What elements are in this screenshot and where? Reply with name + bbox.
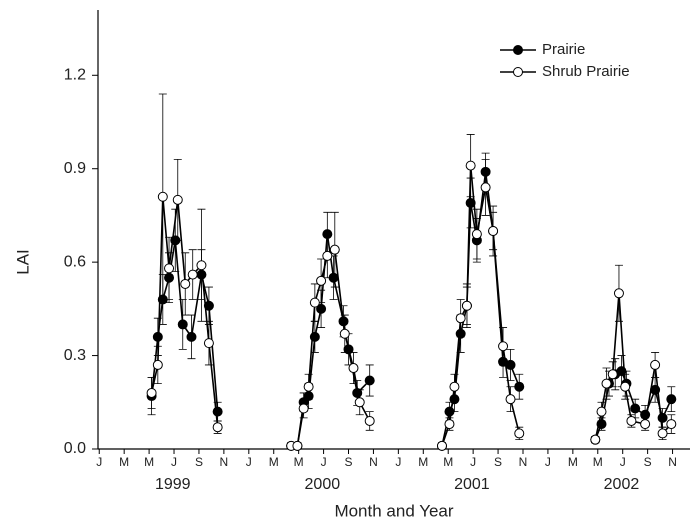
marker: [601, 378, 612, 389]
marker: [505, 359, 516, 370]
marker: [152, 359, 163, 370]
year-label: 2001: [454, 476, 490, 493]
legend-label: Shrub Prairie: [542, 63, 630, 80]
marker: [364, 375, 375, 386]
marker: [514, 428, 525, 439]
legend-marker: [513, 45, 523, 55]
marker: [177, 319, 188, 330]
marker: [329, 244, 340, 255]
marker: [626, 415, 637, 426]
year-label: 2002: [604, 476, 640, 493]
marker: [449, 381, 460, 392]
marker: [630, 403, 641, 414]
marker: [514, 381, 525, 392]
marker: [613, 288, 624, 299]
marker: [444, 406, 455, 417]
x-tick-label: J: [470, 455, 476, 469]
marker: [172, 194, 183, 205]
marker: [607, 369, 618, 380]
marker: [465, 197, 476, 208]
x-tick-label: J: [395, 455, 401, 469]
marker: [480, 182, 491, 193]
marker: [164, 263, 175, 274]
x-tick-label: J: [620, 455, 626, 469]
marker: [650, 359, 661, 370]
x-tick-label: N: [220, 455, 229, 469]
marker: [444, 419, 455, 430]
marker: [465, 160, 476, 171]
marker: [666, 419, 677, 430]
x-tick-label: M: [144, 455, 154, 469]
marker: [180, 278, 191, 289]
marker: [436, 440, 447, 451]
marker: [196, 260, 207, 271]
x-tick-label: M: [418, 455, 428, 469]
x-tick-label: J: [321, 455, 327, 469]
x-tick-label: J: [246, 455, 252, 469]
x-tick-label: M: [443, 455, 453, 469]
x-tick-label: S: [345, 455, 353, 469]
marker: [488, 226, 499, 236]
legend-label: Prairie: [542, 41, 585, 58]
y-axis-label: LAI: [13, 249, 32, 275]
marker: [316, 275, 327, 286]
year-label: 1999: [155, 476, 191, 493]
marker: [303, 381, 314, 392]
marker: [455, 313, 466, 324]
series-line: [150, 171, 673, 447]
x-tick-label: M: [568, 455, 578, 469]
x-tick-label: M: [269, 455, 279, 469]
x-tick-label: S: [195, 455, 203, 469]
marker: [212, 422, 223, 433]
y-tick-label: 0.9: [64, 160, 86, 177]
marker: [187, 269, 198, 280]
marker: [292, 440, 303, 451]
marker: [339, 328, 350, 339]
marker: [322, 250, 333, 261]
marker: [620, 381, 631, 392]
y-tick-label: 0.0: [64, 440, 86, 457]
marker: [146, 387, 157, 398]
marker: [316, 303, 327, 314]
marker: [186, 331, 197, 342]
marker: [298, 403, 309, 414]
x-tick-label: N: [519, 455, 528, 469]
marker: [203, 338, 214, 349]
series-line: [150, 165, 672, 447]
marker: [309, 297, 320, 308]
legend-marker: [513, 67, 523, 77]
marker: [157, 191, 168, 202]
marker: [666, 394, 677, 405]
marker: [498, 341, 509, 352]
x-tick-label: J: [545, 455, 551, 469]
marker: [348, 363, 359, 374]
y-tick-label: 1.2: [64, 67, 86, 84]
x-tick-label: S: [644, 455, 652, 469]
y-tick-label: 0.3: [64, 347, 86, 364]
x-tick-label: J: [96, 455, 102, 469]
marker: [640, 419, 651, 430]
marker: [657, 428, 668, 439]
x-tick-label: M: [593, 455, 603, 469]
x-tick-label: N: [369, 455, 378, 469]
x-tick-label: N: [668, 455, 677, 469]
marker: [596, 406, 607, 417]
y-tick-label: 0.6: [64, 253, 86, 270]
x-tick-label: M: [119, 455, 129, 469]
x-axis-label: Month and Year: [334, 501, 453, 520]
marker: [364, 415, 375, 426]
x-tick-label: S: [494, 455, 502, 469]
marker: [590, 434, 601, 445]
marker: [657, 412, 668, 423]
x-tick-label: M: [294, 455, 304, 469]
marker: [471, 229, 482, 240]
marker: [354, 397, 365, 408]
x-tick-label: J: [171, 455, 177, 469]
marker: [212, 406, 223, 417]
marker: [461, 300, 472, 311]
marker: [505, 394, 516, 405]
year-label: 2000: [305, 476, 341, 493]
marker: [203, 300, 214, 311]
